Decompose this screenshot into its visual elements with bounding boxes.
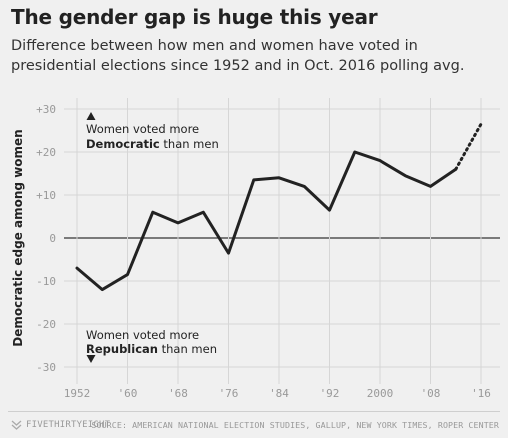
- annotation-line1: Women voted more: [86, 328, 199, 342]
- y-tick-labels: +30 +20 +10 0 -10 -20 -30: [36, 103, 56, 374]
- x-tick-label: '08: [421, 387, 441, 400]
- brand-label: FIVETHIRTYEIGHT: [26, 420, 111, 430]
- x-tick-label: '84: [269, 387, 289, 400]
- y-axis-label: Democratic edge among women: [11, 129, 25, 346]
- x-tick-label: '92: [320, 387, 340, 400]
- y-tick-label: +30: [36, 103, 56, 116]
- series-line-historical: [75, 150, 458, 292]
- annotation-line2: Democratic than men: [86, 137, 219, 151]
- x-tick-label: '16: [471, 387, 491, 400]
- x-tick-labels: 1952 '60 '68 '76 '84 '92 2000 '08 '16: [64, 387, 491, 400]
- x-tick-label: '68: [168, 387, 188, 400]
- series-line-polling: [454, 122, 483, 171]
- y-tick-label: 0: [49, 232, 56, 245]
- y-tick-label: +10: [36, 189, 56, 202]
- x-tick-label: '60: [118, 387, 138, 400]
- y-tick-label: +20: [36, 146, 56, 159]
- line-chart: +30 +20 +10 0 -10 -20 -30 1952 '60 '68 '76 '84 '92 2…: [11, 98, 500, 400]
- arrow-up-icon: [86, 112, 96, 120]
- footer-divider: [8, 411, 500, 412]
- y-tick-label: -30: [36, 361, 56, 374]
- fivethirtyeight-logo-icon: [11, 420, 22, 430]
- series-lines: [75, 122, 483, 292]
- chart-subtitle: Difference between how men and women hav…: [11, 38, 465, 74]
- x-tick-label: 1952: [64, 387, 91, 400]
- arrow-down-icon: [86, 355, 96, 363]
- y-tick-label: -10: [36, 275, 56, 288]
- annotation-line2: Republican than men: [86, 342, 217, 356]
- source-note: SOURCE: AMERICAN NATIONAL ELECTION STUDI…: [91, 420, 499, 430]
- annotation-line1: Women voted more: [86, 122, 199, 136]
- x-tick-label: '76: [219, 387, 239, 400]
- y-tick-label: -20: [36, 318, 56, 331]
- x-tick-label: 2000: [367, 387, 394, 400]
- footer-brand: FIVETHIRTYEIGHT: [11, 420, 110, 430]
- grid-lines: [64, 98, 500, 384]
- chart-title: The gender gap is huge this year: [11, 5, 378, 29]
